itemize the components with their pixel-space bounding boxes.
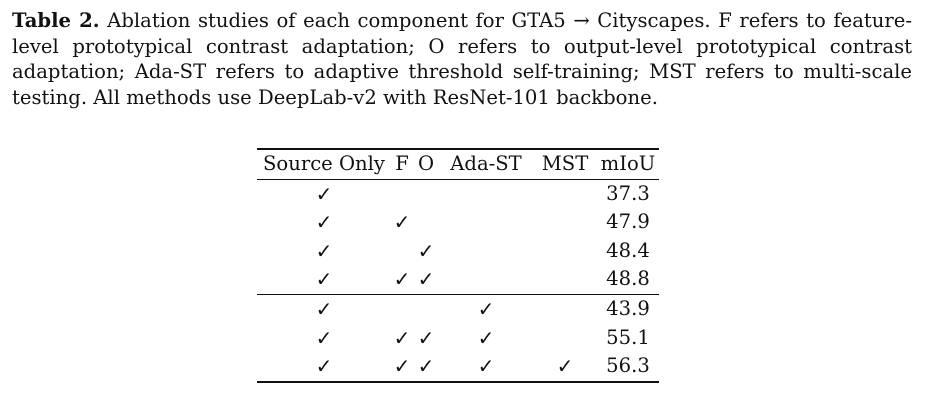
header-o: O	[417, 152, 435, 175]
cell-miou: 47.9	[606, 210, 650, 234]
table-header-row: Source Only F O Ada-ST MST mIoU	[257, 149, 659, 180]
header-mst: MST	[541, 152, 589, 175]
cell-o: ✓	[417, 238, 435, 263]
cell-source-only: ✓	[315, 181, 333, 206]
cell-o	[413, 208, 439, 237]
table-row: ✓ ✓ ✓ 48.8	[257, 265, 659, 295]
cell-miou: 48.4	[606, 238, 650, 262]
cell-o: ✓	[413, 265, 439, 295]
cell-f: ✓	[393, 325, 411, 350]
cell-mst	[533, 265, 597, 295]
table-row: ✓ 37.3	[257, 179, 659, 208]
cell-ada-st: ✓	[477, 296, 495, 321]
cell-mst: ✓	[533, 352, 597, 383]
table-row: ✓ ✓ 48.4	[257, 237, 659, 266]
cell-f: ✓	[391, 352, 413, 383]
table-row: ✓ ✓ 43.9	[257, 294, 659, 323]
cell-source-only: ✓	[257, 352, 391, 383]
cell-source-only: ✓	[315, 296, 333, 321]
cell-o: ✓	[413, 352, 439, 383]
cell-ada-st: ✓	[439, 352, 533, 383]
cell-ada-st: ✓	[477, 325, 495, 350]
cell-ada-st	[439, 237, 533, 266]
header-miou: mIoU	[600, 152, 656, 175]
cell-f	[391, 237, 413, 266]
cell-miou: 48.8	[597, 265, 659, 295]
cell-source-only: ✓	[315, 238, 333, 263]
ablation-table: Source Only F O Ada-ST MST mIoU ✓ 37.3 ✓…	[257, 148, 659, 383]
header-ada-st: Ada-ST	[450, 152, 522, 175]
cell-source-only: ✓	[315, 210, 333, 235]
table-row: ✓ ✓ ✓ ✓ ✓ 56.3	[257, 352, 659, 383]
cell-f	[391, 294, 413, 323]
cell-miou: 55.1	[606, 325, 650, 349]
cell-o	[413, 179, 439, 208]
table-caption: Table 2. Ablation studies of each compon…	[12, 8, 912, 110]
cell-miou: 43.9	[606, 296, 650, 320]
cell-ada-st	[439, 179, 533, 208]
cell-ada-st	[439, 208, 533, 237]
cell-miou: 37.3	[606, 181, 650, 205]
caption-label: Table 2.	[12, 9, 100, 32]
cell-mst	[533, 294, 597, 323]
header-source-only: Source Only	[262, 152, 386, 175]
cell-mst	[533, 179, 597, 208]
cell-mst	[533, 237, 597, 266]
ablation-table-container: Source Only F O Ada-ST MST mIoU ✓ 37.3 ✓…	[257, 148, 659, 383]
caption-text: Ablation studies of each component for G…	[12, 9, 912, 109]
header-f: F	[395, 152, 409, 175]
cell-o: ✓	[417, 325, 435, 350]
cell-f: ✓	[391, 265, 413, 295]
table-row: ✓ ✓ 47.9	[257, 208, 659, 237]
cell-source-only: ✓	[257, 265, 391, 295]
cell-mst	[533, 208, 597, 237]
table-row: ✓ ✓ ✓ ✓ 55.1	[257, 324, 659, 353]
cell-mst	[533, 324, 597, 353]
cell-miou-best: 56.3	[597, 352, 659, 383]
cell-f: ✓	[393, 210, 411, 235]
cell-o	[413, 294, 439, 323]
cell-ada-st	[439, 265, 533, 295]
cell-source-only: ✓	[315, 325, 333, 350]
cell-f	[391, 179, 413, 208]
